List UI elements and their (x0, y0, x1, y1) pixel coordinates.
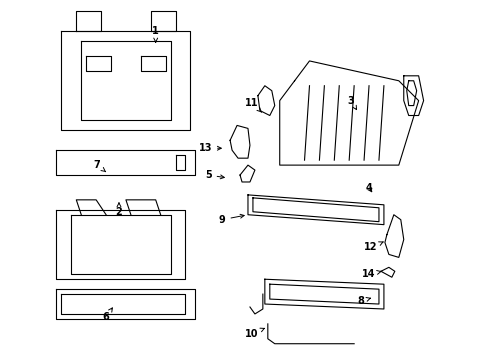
Text: 10: 10 (244, 328, 264, 339)
Text: 11: 11 (244, 98, 261, 112)
Text: 12: 12 (364, 242, 383, 252)
Text: 8: 8 (357, 296, 369, 306)
Text: 14: 14 (362, 269, 381, 279)
Text: 5: 5 (204, 170, 224, 180)
Text: 2: 2 (115, 203, 122, 217)
Text: 7: 7 (94, 160, 105, 172)
Text: 6: 6 (102, 308, 112, 322)
Text: 3: 3 (347, 96, 356, 109)
Text: 13: 13 (198, 143, 221, 153)
Text: 9: 9 (218, 214, 244, 225)
Text: 1: 1 (152, 26, 159, 42)
Text: 4: 4 (365, 183, 372, 193)
